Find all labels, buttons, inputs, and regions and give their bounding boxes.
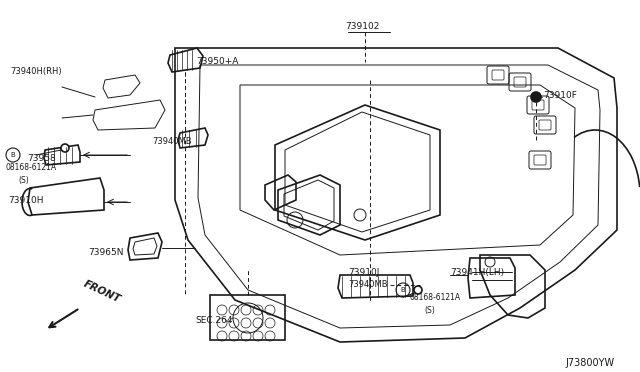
Text: FRONT: FRONT <box>82 279 122 305</box>
Text: 73940H(RH): 73940H(RH) <box>10 67 61 76</box>
Text: 739102: 739102 <box>345 22 380 31</box>
Text: 73910F: 73910F <box>543 91 577 100</box>
Circle shape <box>414 286 422 294</box>
Text: 08168-6121A: 08168-6121A <box>410 293 461 302</box>
Text: J73800YW: J73800YW <box>565 358 614 368</box>
Text: 73958: 73958 <box>27 154 56 163</box>
Text: 73940MB: 73940MB <box>348 280 388 289</box>
Text: 73910J: 73910J <box>348 268 380 277</box>
Text: 08168-6121A: 08168-6121A <box>6 163 57 172</box>
Text: 73965N: 73965N <box>88 248 124 257</box>
Text: B: B <box>401 287 405 293</box>
Text: (S): (S) <box>424 306 435 315</box>
Text: 73910H: 73910H <box>8 196 44 205</box>
Text: B: B <box>11 152 15 158</box>
Circle shape <box>61 144 69 152</box>
Circle shape <box>531 92 541 102</box>
Text: 73950+A: 73950+A <box>196 57 238 66</box>
Text: (S): (S) <box>18 176 29 185</box>
Text: SEC.264: SEC.264 <box>195 316 232 325</box>
Text: 73940MB: 73940MB <box>152 137 191 146</box>
Text: 73941H(LH): 73941H(LH) <box>450 268 504 277</box>
